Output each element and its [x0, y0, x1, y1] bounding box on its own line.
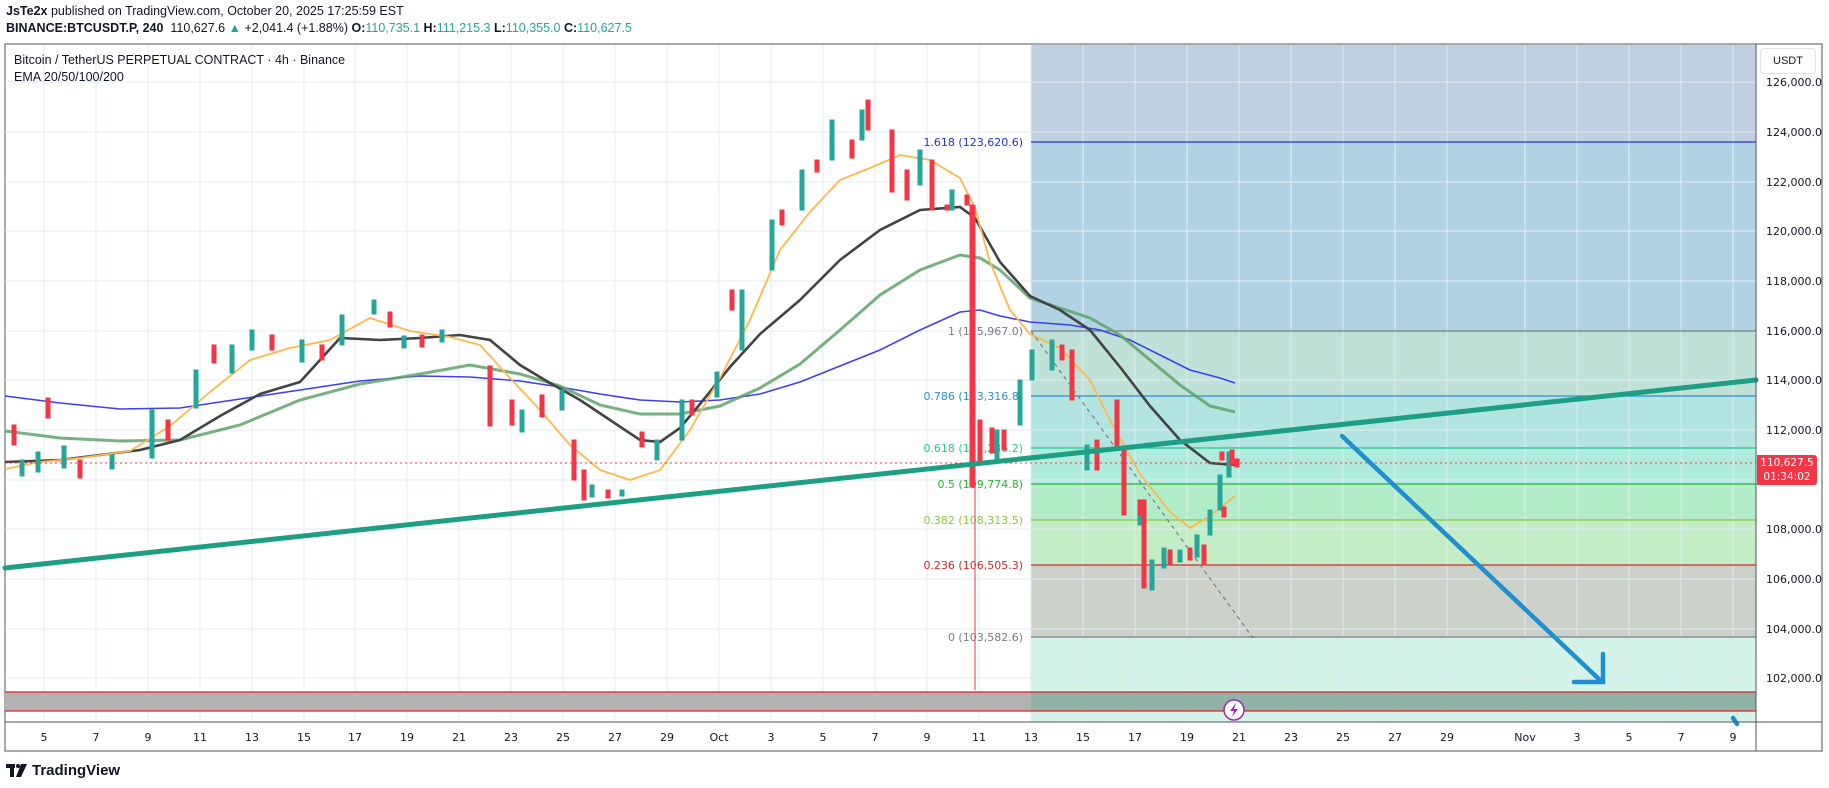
svg-text:120,000.0: 120,000.0	[1766, 225, 1822, 238]
last-price-value: 110,627.5	[1760, 457, 1814, 469]
svg-text:9: 9	[1730, 731, 1737, 744]
svg-text:27: 27	[608, 731, 622, 744]
svg-text:Oct: Oct	[709, 731, 729, 744]
low-label: L:	[493, 21, 506, 35]
last-price: 110,627.6	[170, 21, 226, 35]
svg-text:21: 21	[452, 731, 466, 744]
svg-text:114,000.0: 114,000.0	[1766, 374, 1822, 387]
svg-text:5: 5	[1626, 731, 1633, 744]
svg-text:104,000.0: 104,000.0	[1766, 623, 1822, 636]
support-band[interactable]	[5, 691, 1756, 712]
svg-text:126,000.0: 126,000.0	[1766, 76, 1822, 89]
svg-text:5: 5	[820, 731, 827, 744]
fib-label-0: 0 (103,582.6)	[948, 631, 1023, 644]
fib-label-0382: 0.382 (108,313.5)	[923, 514, 1023, 527]
up-arrow-icon: ▲	[228, 21, 241, 35]
svg-text:7: 7	[872, 731, 879, 744]
svg-text:19: 19	[400, 731, 414, 744]
ema-100-line	[4, 253, 1236, 443]
svg-text:29: 29	[1440, 731, 1454, 744]
svg-text:19: 19	[1180, 731, 1194, 744]
low-value: 110,355.0	[505, 21, 561, 35]
fib-label-1: 1 (115,967.0)	[948, 325, 1023, 338]
svg-text:25: 25	[1336, 731, 1350, 744]
fib-label-05: 0.5 (109,774.8)	[937, 478, 1023, 491]
svg-text:9: 9	[924, 731, 931, 744]
svg-text:122,000.0: 122,000.0	[1766, 176, 1822, 189]
tradingview-logo-icon	[6, 763, 27, 777]
svg-text:3: 3	[1574, 731, 1581, 744]
svg-text:108,000.0: 108,000.0	[1766, 523, 1822, 536]
svg-text:13: 13	[245, 731, 259, 744]
chart-title: Bitcoin / TetherUS PERPETUAL CONTRACT · …	[14, 53, 346, 67]
down-arrow-drawing[interactable]	[1339, 433, 1740, 727]
fib-label-0236: 0.236 (106,505.3)	[923, 559, 1023, 572]
svg-text:7: 7	[1678, 731, 1685, 744]
svg-text:23: 23	[504, 731, 518, 744]
time-axis[interactable]: 5 7 9 11 13 15 17 19 21 23 25 27 29 Oct 3 5 7 9 11 13 1…	[41, 731, 1737, 744]
svg-text:23: 23	[1284, 731, 1298, 744]
change: +2,041.4 (+1.88%)	[244, 21, 348, 35]
svg-text:13: 13	[1024, 731, 1038, 744]
svg-text:9: 9	[145, 731, 152, 744]
open-label: O:	[351, 21, 366, 35]
publish-info: JsTe2x published on TradingView.com, Oct…	[6, 4, 404, 18]
symbol: BINANCE:BTCUSDT.P, 240	[6, 21, 164, 35]
svg-text:5: 5	[41, 731, 48, 744]
svg-text:Nov: Nov	[1514, 731, 1536, 744]
candlesticks[interactable]	[11, 99, 1240, 690]
brand-name: TradingView	[32, 762, 121, 779]
svg-text:25: 25	[556, 731, 570, 744]
svg-text:11: 11	[193, 731, 207, 744]
svg-text:102,000.0: 102,000.0	[1766, 672, 1822, 685]
high-label: H:	[423, 21, 437, 35]
close-value: 110,627.5	[577, 21, 632, 35]
last-price-tag: 110,627.5 01:34:02	[1757, 455, 1817, 485]
fib-trend-dashed-line	[1030, 330, 1254, 639]
svg-text:116,000.0: 116,000.0	[1766, 325, 1822, 338]
close-label: C:	[563, 21, 578, 35]
open-value: 110,735.1	[365, 21, 421, 35]
svg-text:118,000.0: 118,000.0	[1766, 275, 1822, 288]
indicator-label[interactable]: EMA 20/50/100/200	[14, 70, 124, 84]
svg-text:17: 17	[1128, 731, 1142, 744]
publish-text: published on TradingView.com, October 20…	[47, 4, 404, 18]
ascending-trendline[interactable]	[2, 377, 1759, 571]
svg-text:112,000.0: 112,000.0	[1766, 424, 1822, 437]
currency-button[interactable]: USDT	[1760, 48, 1816, 74]
svg-text:11: 11	[972, 731, 986, 744]
fib-label-1618: 1.618 (123,620.6)	[923, 136, 1023, 149]
grid	[5, 45, 1756, 722]
svg-text:3: 3	[768, 731, 775, 744]
fibonacci-extension[interactable]	[1031, 45, 1756, 722]
svg-text:106,000.0: 106,000.0	[1766, 573, 1822, 586]
ema-50-line	[4, 205, 1236, 467]
price-axis[interactable]: 126,000.0 124,000.0 122,000.0 120,000.0 11…	[1766, 76, 1822, 685]
author: JsTe2x	[6, 4, 48, 18]
svg-text:7: 7	[93, 731, 100, 744]
chart-legend: Bitcoin / TetherUS PERPETUAL CONTRACT · …	[14, 52, 345, 86]
svg-text:17: 17	[348, 731, 362, 744]
svg-text:124,000.0: 124,000.0	[1766, 126, 1822, 139]
svg-text:21: 21	[1232, 731, 1246, 744]
lightning-event-icon[interactable]	[1223, 699, 1245, 721]
ema-200-line	[4, 309, 1236, 410]
svg-text:15: 15	[1076, 731, 1090, 744]
svg-text:29: 29	[660, 731, 674, 744]
svg-text:15: 15	[297, 731, 311, 744]
high-value: 111,215.3	[436, 21, 491, 35]
svg-text:27: 27	[1388, 731, 1402, 744]
bar-countdown: 01:34:02	[1763, 471, 1811, 483]
symbol-info-bar: BINANCE:BTCUSDT.P, 240 110,627.6 ▲ +2,04…	[6, 21, 632, 35]
tradingview-logo[interactable]: TradingView	[6, 762, 120, 779]
